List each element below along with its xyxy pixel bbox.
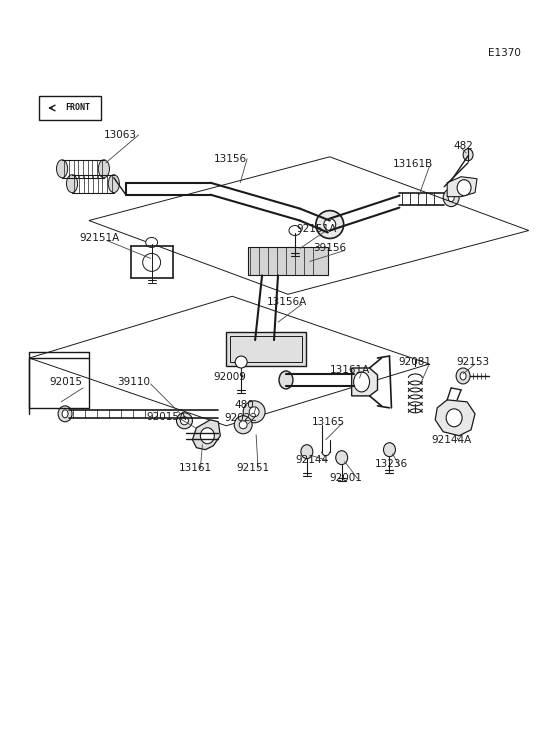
Ellipse shape	[336, 451, 348, 465]
Ellipse shape	[443, 189, 459, 206]
Bar	[226, 332, 306, 366]
Ellipse shape	[279, 371, 293, 389]
Ellipse shape	[239, 421, 247, 429]
Ellipse shape	[200, 427, 214, 444]
Ellipse shape	[234, 416, 252, 434]
Bar	[230, 336, 302, 362]
Ellipse shape	[243, 401, 265, 423]
Ellipse shape	[146, 237, 157, 247]
Text: 13165: 13165	[312, 417, 345, 427]
Text: 13156A: 13156A	[267, 297, 307, 307]
Text: 13161A: 13161A	[330, 365, 370, 375]
Ellipse shape	[249, 407, 259, 417]
Text: 92144: 92144	[295, 455, 328, 465]
Ellipse shape	[289, 225, 301, 236]
Text: 92081: 92081	[398, 357, 431, 367]
Ellipse shape	[446, 409, 462, 427]
Text: 92022: 92022	[224, 413, 257, 423]
Bar	[29, 358, 89, 408]
Ellipse shape	[67, 175, 78, 193]
Text: 13161: 13161	[179, 463, 212, 473]
Ellipse shape	[62, 410, 68, 418]
Ellipse shape	[99, 160, 109, 178]
Ellipse shape	[57, 160, 68, 178]
Text: 480: 480	[234, 400, 254, 410]
Text: 92144A: 92144A	[431, 435, 472, 445]
Ellipse shape	[353, 372, 370, 392]
Text: E1370: E1370	[488, 48, 521, 58]
Ellipse shape	[384, 443, 395, 457]
Polygon shape	[447, 176, 477, 197]
Text: 39156: 39156	[313, 244, 346, 253]
Ellipse shape	[463, 149, 473, 161]
Ellipse shape	[460, 372, 466, 380]
Text: 92151A: 92151A	[79, 234, 119, 244]
Ellipse shape	[108, 175, 119, 193]
Text: 13161B: 13161B	[393, 159, 433, 169]
Text: 92151A: 92151A	[296, 223, 336, 234]
Ellipse shape	[58, 406, 72, 422]
Text: 482: 482	[453, 141, 473, 151]
Text: FRONT: FRONT	[65, 103, 90, 113]
Text: 13156: 13156	[213, 154, 246, 164]
Text: 92015A: 92015A	[147, 412, 187, 422]
Bar	[39, 96, 101, 120]
Text: 92153: 92153	[456, 357, 489, 367]
Ellipse shape	[235, 356, 247, 368]
Ellipse shape	[448, 194, 454, 201]
Polygon shape	[352, 368, 377, 396]
Ellipse shape	[457, 180, 471, 195]
Text: 92015: 92015	[49, 377, 82, 387]
Polygon shape	[193, 419, 220, 449]
Text: 92001: 92001	[330, 473, 363, 482]
Ellipse shape	[301, 445, 313, 459]
Ellipse shape	[456, 368, 470, 384]
Ellipse shape	[143, 253, 161, 272]
Text: 92009: 92009	[213, 372, 246, 382]
Text: 39110: 39110	[117, 377, 150, 387]
Ellipse shape	[324, 219, 336, 231]
Bar	[248, 247, 328, 275]
Ellipse shape	[316, 211, 344, 239]
Polygon shape	[435, 400, 475, 436]
Text: 13063: 13063	[104, 130, 137, 140]
Ellipse shape	[176, 413, 193, 429]
Text: 92151: 92151	[236, 463, 269, 473]
Ellipse shape	[180, 417, 189, 425]
Text: 13236: 13236	[375, 459, 408, 468]
